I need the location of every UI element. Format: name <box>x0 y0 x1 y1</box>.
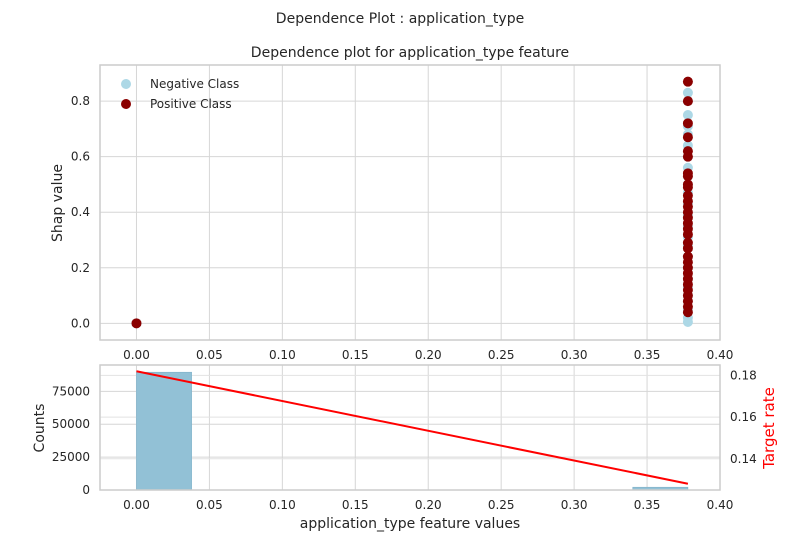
top-x-tick-label: 0.30 <box>561 348 588 362</box>
bottom-panel-y2label: Target rate <box>760 387 778 470</box>
top-x-tick-label: 0.40 <box>707 348 734 362</box>
bottom-x-tick-label: 0.00 <box>123 498 150 512</box>
top-x-tick-label: 0.00 <box>123 348 150 362</box>
top-panel-frame <box>99 64 721 341</box>
legend-positive-class-marker <box>121 99 131 109</box>
bottom-panel-y2-ticks: 0.14 0.16 0.18 <box>730 368 757 465</box>
bottom-y2-tick-label: 0.18 <box>730 368 757 382</box>
top-x-tick-label: 0.20 <box>415 348 442 362</box>
top-x-tick-label: 0.15 <box>342 348 369 362</box>
bottom-x-tick-label: 0.25 <box>488 498 515 512</box>
legend-negative-class-marker <box>121 79 131 89</box>
top-y-tick-label: 0.0 <box>71 316 90 330</box>
bottom-panel-x-ticks: 0.00 0.05 0.10 0.15 0.20 0.25 0.30 0.35 0.40 <box>123 498 733 512</box>
top-x-tick-label: 0.05 <box>196 348 223 362</box>
bottom-panel-y-ticks: 0 25000 50000 75000 <box>52 384 90 497</box>
bottom-y2-tick-label: 0.14 <box>730 452 757 466</box>
bottom-panel-frame <box>99 364 721 491</box>
positive-class-point <box>682 146 693 157</box>
top-x-tick-label: 0.25 <box>488 348 515 362</box>
bottom-panel-target-rate-line <box>136 370 689 485</box>
count-bar <box>136 371 192 491</box>
top-panel-ylabel: Shap value <box>50 164 66 242</box>
top-y-tick-label: 0.4 <box>71 205 90 219</box>
bottom-panel-bars <box>136 371 689 491</box>
bottom-y-tick-label: 50000 <box>52 417 90 431</box>
bottom-x-tick-label: 0.05 <box>196 498 223 512</box>
top-panel-title: Dependence plot for application_type fea… <box>251 45 569 61</box>
top-panel-x-ticks: 0.00 0.05 0.10 0.15 0.20 0.25 0.30 0.35 0.40 <box>123 348 733 362</box>
top-y-tick-label: 0.8 <box>71 94 90 108</box>
bottom-panel-xlabel: application_type feature values <box>300 516 520 532</box>
positive-class-point <box>682 168 693 179</box>
positive-class-point <box>682 237 693 248</box>
positive-class-point <box>682 76 693 87</box>
positive-class-point <box>682 118 693 129</box>
shap-scatter-panel: Dependence plot for application_type fea… <box>50 45 733 362</box>
positive-class-point <box>682 190 693 201</box>
positive-class-point <box>131 318 142 329</box>
bottom-panel-ylabel: Counts <box>32 404 48 453</box>
legend-positive-class-label: Positive Class <box>150 97 232 111</box>
bottom-y-tick-label: 0 <box>82 483 90 497</box>
top-x-tick-label: 0.35 <box>634 348 661 362</box>
bottom-x-tick-label: 0.10 <box>269 498 296 512</box>
top-panel-points <box>131 76 693 329</box>
top-panel-grid <box>100 65 721 340</box>
counts-target-rate-panel: 0.00 0.05 0.10 0.15 0.20 0.25 0.30 0.35 0.40 0 25… <box>32 364 778 532</box>
legend-negative-class-label: Negative Class <box>150 77 239 91</box>
top-y-tick-label: 0.6 <box>71 150 90 164</box>
positive-class-point <box>682 251 693 262</box>
bottom-x-tick-label: 0.20 <box>415 498 442 512</box>
bottom-x-tick-label: 0.30 <box>561 498 588 512</box>
target-rate-line <box>136 370 689 485</box>
bottom-y-tick-label: 75000 <box>52 384 90 398</box>
figure-suptitle: Dependence Plot : application_type <box>276 11 524 27</box>
bottom-x-tick-label: 0.40 <box>707 498 734 512</box>
bottom-x-tick-label: 0.15 <box>342 498 369 512</box>
legend: Negative Class Positive Class <box>121 77 239 111</box>
bottom-y2-tick-label: 0.16 <box>730 410 757 424</box>
negative-class-point <box>682 110 693 120</box>
top-x-tick-label: 0.10 <box>269 348 296 362</box>
top-y-tick-label: 0.2 <box>71 261 90 275</box>
negative-class-point <box>682 87 693 98</box>
bottom-x-tick-label: 0.35 <box>634 498 661 512</box>
top-panel-y-ticks: 0.0 0.2 0.4 0.6 0.8 <box>71 94 90 330</box>
positive-class-point <box>682 96 693 107</box>
positive-class-point <box>682 179 693 190</box>
positive-class-point <box>682 132 693 143</box>
bottom-y-tick-label: 25000 <box>52 450 90 464</box>
